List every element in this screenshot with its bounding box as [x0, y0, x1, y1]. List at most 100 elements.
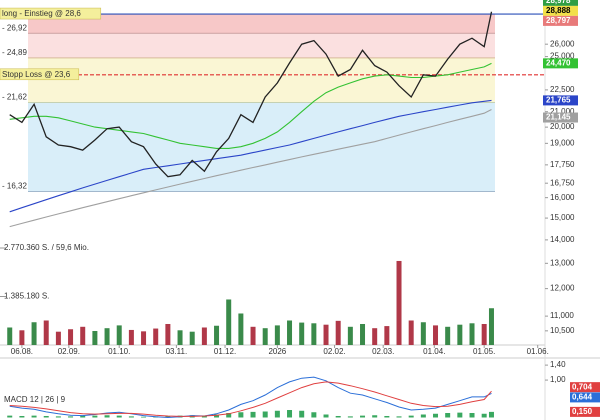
volume-bar [445, 326, 451, 345]
volume-bar [19, 330, 25, 345]
macd-histogram-bar [116, 415, 122, 418]
macd-tag [570, 406, 600, 417]
macd-histogram-bar [7, 415, 13, 418]
volume-bar [347, 326, 353, 345]
x-tick-label: 02.02. [323, 347, 345, 356]
volume-bar [68, 329, 74, 345]
price-tag [543, 58, 578, 69]
macd-histogram-bar [80, 415, 86, 418]
macd-histogram-bar [481, 413, 487, 418]
line-series [9, 376, 492, 419]
volume-bar [43, 320, 49, 345]
macd-histogram-bar [19, 415, 25, 418]
price-tag [543, 0, 578, 6]
price-tag [543, 95, 578, 106]
macd-histogram-bar [488, 411, 494, 418]
macd-tag-label: 0,644 [572, 393, 593, 402]
x-tick-label: 01.06. [527, 347, 549, 356]
volume-bar [262, 328, 268, 345]
level-label: - 26,92 [2, 23, 27, 32]
volume-bar [7, 327, 13, 345]
macd-tick-label: 1,00 [550, 375, 566, 384]
macd-tag-label: 0,150 [572, 407, 593, 416]
line-series [9, 381, 492, 417]
macd-tag [570, 392, 600, 403]
price-tag-label: 24,470 [546, 58, 571, 67]
macd-tag-label: 0,704 [572, 382, 593, 391]
y-tick-label: 14,000 [550, 235, 575, 244]
price-tag [543, 15, 578, 26]
zone [28, 102, 495, 192]
macd-histogram-bar [457, 412, 463, 418]
level-label: - 16,32 [2, 182, 27, 191]
volume-bar [408, 320, 414, 345]
volume-bar [226, 299, 232, 345]
line-series [9, 109, 492, 228]
x-tick-label: 01.05. [473, 347, 495, 356]
volume-bar [128, 329, 134, 345]
x-tick-label: 03.11. [166, 347, 188, 356]
macd-tag [570, 382, 600, 393]
macd-tick-label: 1,40 [550, 360, 566, 369]
y-tick-label: 22,500 [550, 85, 575, 94]
volume-bar [396, 260, 402, 345]
macd-histogram-bar [128, 416, 134, 418]
x-tick-label: 02.09. [58, 347, 80, 356]
volume-bar [31, 322, 37, 345]
y-tick-label: 12,000 [550, 284, 575, 293]
volume-bar [299, 322, 305, 345]
macd-histogram-bar [372, 415, 378, 418]
price-tag [543, 112, 578, 123]
macd-histogram-bar [250, 411, 256, 418]
zone [28, 33, 495, 58]
y-tick-label: 21,000 [550, 107, 575, 116]
macd-histogram-bar [55, 416, 61, 418]
volume-bar [104, 328, 110, 345]
y-tick-label: 17,750 [550, 160, 575, 169]
x-tick-label: 2026 [268, 347, 286, 356]
y-tick-label: 16,000 [550, 193, 575, 202]
volume-bar [189, 331, 195, 345]
macd-title: MACD 12 | 26 | 9 [4, 395, 66, 404]
macd-histogram-bar [43, 415, 49, 418]
level-label: - 21,62 [2, 93, 27, 102]
volume-bar [116, 325, 122, 345]
y-tick-label: 26,000 [550, 39, 575, 48]
price-tag-label: 28,888 [546, 6, 571, 15]
y-tick-label: 16,750 [550, 178, 575, 187]
line-series [9, 99, 492, 213]
macd-histogram-bar [104, 415, 110, 418]
volume-bar [372, 328, 378, 345]
volume-bar [287, 320, 293, 345]
y-tick-label: 11,000 [550, 311, 574, 320]
x-tick-label: 01.12. [214, 347, 236, 356]
macd-histogram-bar [68, 416, 74, 418]
macd-histogram-bar [433, 413, 439, 418]
level-label: Stopp Loss @ 23,6 [2, 70, 71, 79]
volume-bar [238, 313, 244, 345]
macd-histogram-bar [347, 416, 353, 418]
volume-bar [488, 308, 494, 345]
volume-bar [141, 331, 147, 345]
line-series [9, 62, 492, 149]
y-tick-label: 10,500 [550, 326, 575, 335]
macd-histogram-bar [335, 415, 341, 418]
macd-histogram-bar [420, 414, 426, 418]
macd-histogram-bar [408, 415, 414, 418]
volume-bar [55, 331, 61, 345]
zone [28, 57, 495, 103]
macd-histogram-bar [141, 416, 147, 418]
volume-bar [457, 324, 463, 345]
macd-histogram-bar [384, 415, 390, 418]
volume-bar [80, 326, 86, 345]
volume-tick-label: 1.385.180 S. [4, 292, 49, 301]
x-tick-label: 02.03. [372, 347, 394, 356]
macd-histogram-bar [262, 411, 268, 418]
price-tag [543, 5, 578, 16]
x-tick-label: 01.10. [108, 347, 130, 356]
volume-bar [384, 326, 390, 345]
volume-bar [311, 323, 317, 345]
macd-histogram-bar [445, 413, 451, 418]
y-tick-label: 20,000 [550, 122, 575, 131]
